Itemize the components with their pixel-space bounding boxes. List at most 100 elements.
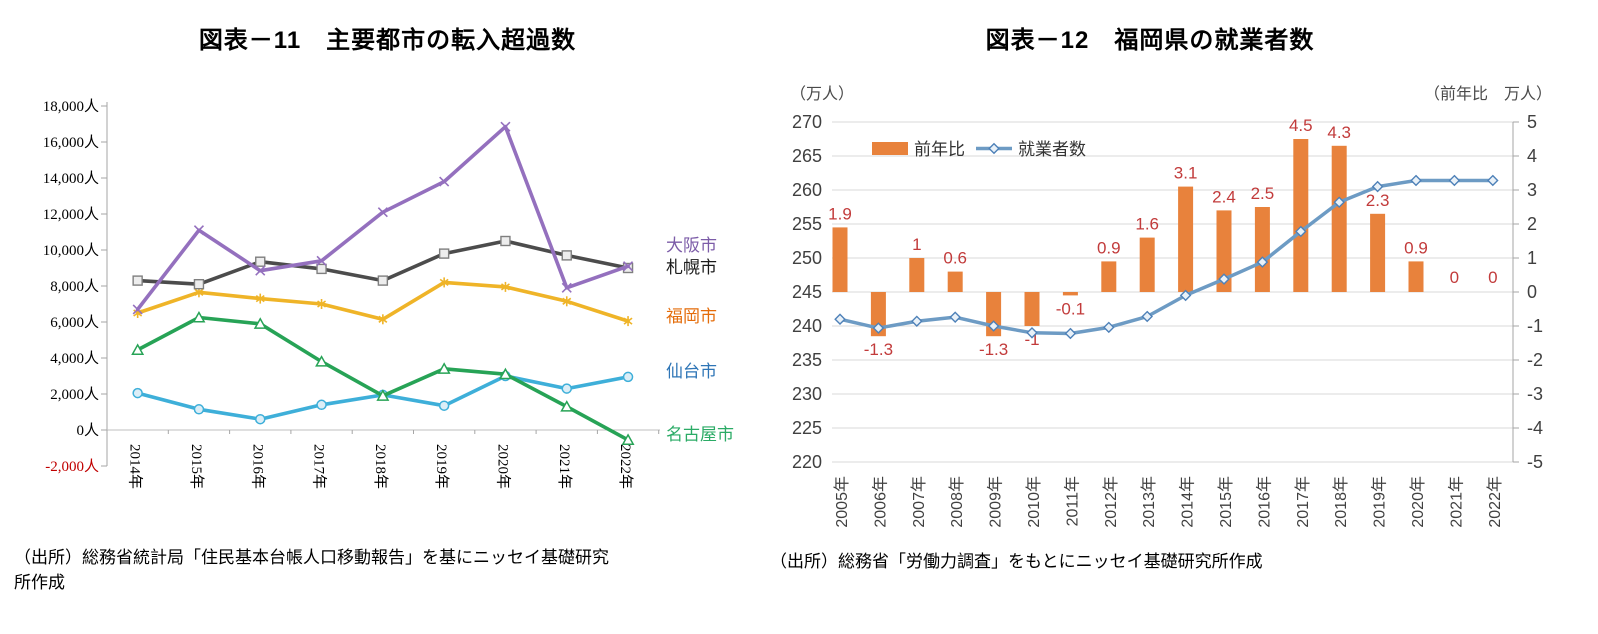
triangle-marker [621,433,635,445]
circle-marker [316,399,327,411]
diamond-marker [1410,174,1422,187]
diamond-marker [1256,256,1269,268]
x-axis: 2014年 2015年 2016年 2017年 2018年 2019年 2020年 2021年… [106,429,660,489]
x-marker [132,304,143,315]
left-chart-title: 図表－11 主要都市の転入超過数 [198,27,577,54]
bar [1370,213,1386,292]
x-axis-label: 2006年 [871,476,889,528]
right-source-note: （出所）総務省「労働力調査」をもとにニッセイ基礎研究所作成 [770,550,1590,575]
circle-marker [132,387,143,399]
diamond-marker [988,142,1000,155]
triangle-marker [560,400,574,412]
diamond-marker [1333,196,1345,209]
left-axis-label: 255 [792,214,822,234]
right-axis-label: 3 [1527,180,1537,200]
x-axis-label: 2005年 [833,476,851,528]
y-axis-label: 6,000人 [50,314,99,331]
y-axis-label: 14,000人 [43,170,99,187]
diamond-marker [911,315,923,328]
bar-labels: 1.9-1.310.6-1.3-1-0.10.91.63.12.4 2.54.5 4… [828,116,1497,359]
right-axis-label: 0 [1527,282,1537,302]
circle-marker [622,371,634,383]
y-axis-label: 4,000人 [50,350,99,367]
diamond-marker [1179,289,1192,302]
x-marker [193,225,205,236]
migration-line-chart: 18,000人 16,000人 14,000人 12,000人 10,000人 8,000… [43,98,734,489]
x-marker [561,282,572,293]
circle-marker [561,383,572,394]
line-series-path [839,178,1493,336]
triangle-marker [376,389,390,401]
y-axis-label: -2,000人 [45,458,99,475]
bar-label: 0.9 [1097,238,1121,257]
x-axis-label: 2015年 [188,444,205,489]
x-marker [439,176,450,187]
bar [947,271,963,292]
bar-label: -0.1 [1056,299,1085,318]
x-axis-label: 2015年 [1217,476,1235,528]
right-axis-label: 5 [1527,112,1537,132]
left-source-note: （出所）総務省統計局「住民基本台帳人口移動報告」を基にニッセイ基礎研究 所作成 [14,546,724,595]
triangle-marker [192,310,206,323]
y-axis-label: 18,000人 [43,98,99,115]
y-axis-label: 8,000人 [50,278,99,295]
series-end-label-fukuoka: 福岡市 [666,307,717,326]
x-marker [316,255,327,266]
y-axis: 18,000人 16,000人 14,000人 12,000人 10,000人 8,000… [43,98,108,475]
left-axis-label: 245 [792,282,822,302]
x-axis-label: 2021年 [556,444,573,489]
x-axis-label: 2016年 [1255,476,1273,528]
bar-label: -1.3 [979,340,1008,359]
x-axis-label: 2019年 [1371,476,1389,528]
diamond-marker [1103,321,1115,334]
bar-label: 0.6 [943,249,967,268]
triangle-marker [131,343,145,355]
x-axis: 2005年 2006年 2007年 2008年 2009年 2010年 2011年 2012年… [833,476,1504,528]
asterisk-marker [255,294,265,303]
circle-marker [255,413,266,425]
square-marker [255,256,266,267]
gridlines [832,121,1513,463]
bar-label: 0 [1488,268,1497,287]
x-axis-label: 2013年 [1140,476,1158,528]
left-axis-label: 230 [792,384,822,404]
x-axis-label: 2014年 [1179,476,1197,528]
bar-label: 1.9 [828,204,852,223]
legend-line-label: 就業者数 [1018,140,1086,159]
triangle-marker [253,317,267,329]
bar [1024,292,1040,326]
bar-label: 1.6 [1135,215,1159,234]
left-axis-label: 270 [792,112,822,132]
bar [1216,210,1232,292]
right-axis: -5 -4 -3 -2 -1 0 1 2 3 4 5 [1512,112,1543,472]
diamond-marker [1371,180,1384,193]
square-marker [438,248,450,259]
x-marker [377,207,388,218]
employment-combo-chart: 220225230235240245250255260265270-5-4-3-… [790,85,1552,528]
asterisk-marker [562,297,572,305]
square-marker [377,275,389,286]
series-end-label-sendai: 仙台市 [666,362,717,381]
right-axis-label: 2 [1527,214,1537,234]
x-axis-label: 2017年 [311,444,328,489]
bar-label: -1.3 [864,340,893,359]
y-axis-label: 12,000人 [43,206,99,223]
bar-label: 4.3 [1327,123,1351,142]
diamond-marker [1064,327,1077,340]
asterisk-marker [623,317,633,325]
line-series-employed-persons [834,174,1499,340]
bar-label: 2.5 [1251,184,1275,203]
right-source-text: （出所）総務省「労働力調査」をもとにニッセイ基礎研究所作成 [770,552,1263,571]
asterisk-marker [439,278,449,287]
square-marker [193,278,205,290]
bar [1101,261,1117,292]
bar-label: 0 [1450,268,1459,287]
diamond-marker [1487,174,1499,187]
diamond-marker [949,311,961,323]
left-axis-label: 235 [792,350,822,370]
left-source-line1: （出所）総務省統計局「住民基本台帳人口移動報告」を基にニッセイ基礎研究 [14,548,609,567]
x-axis-label: 2012年 [1102,476,1120,528]
circle-marker [438,400,450,411]
square-marker [316,263,327,275]
